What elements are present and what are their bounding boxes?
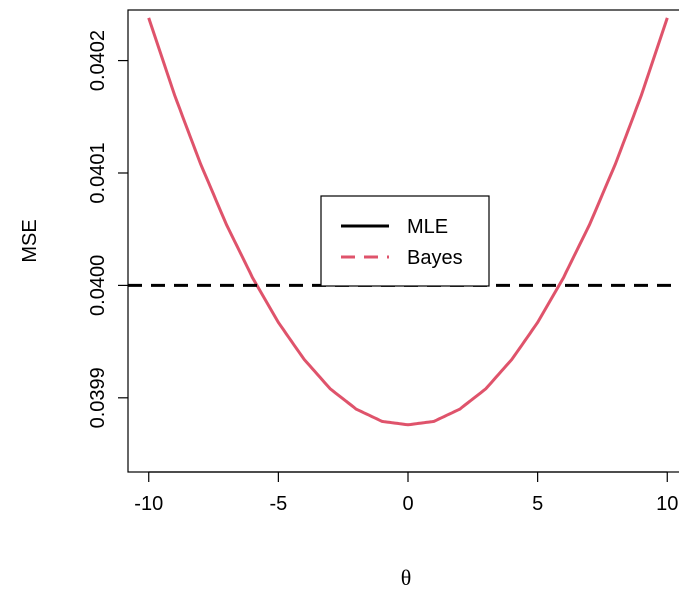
x-axis-title: θ xyxy=(401,565,412,590)
x-tick-label: -5 xyxy=(269,493,287,515)
series-line-bayes xyxy=(147,17,669,427)
legend-label-bayes: Bayes xyxy=(407,247,463,269)
legend-label-mle: MLE xyxy=(407,216,448,238)
y-tick-label: 0.0399 xyxy=(87,367,109,428)
y-tick-label: 0.0402 xyxy=(87,30,109,91)
y-tick-label: 0.0401 xyxy=(87,142,109,203)
x-axis: -10 -5 0 5 10 xyxy=(134,471,678,515)
y-axis: 0.0399 0.0400 0.0401 0.0402 xyxy=(87,30,128,428)
x-tick-label: 5 xyxy=(532,493,543,515)
y-axis-title: MSE xyxy=(19,219,41,262)
legend: MLE Bayes xyxy=(320,195,490,287)
y-tick-label: 0.0400 xyxy=(87,255,109,316)
x-tick-label: -10 xyxy=(134,493,163,515)
legend-box xyxy=(320,195,490,287)
x-tick-label: 10 xyxy=(656,493,678,515)
x-tick-label: 0 xyxy=(402,493,413,515)
